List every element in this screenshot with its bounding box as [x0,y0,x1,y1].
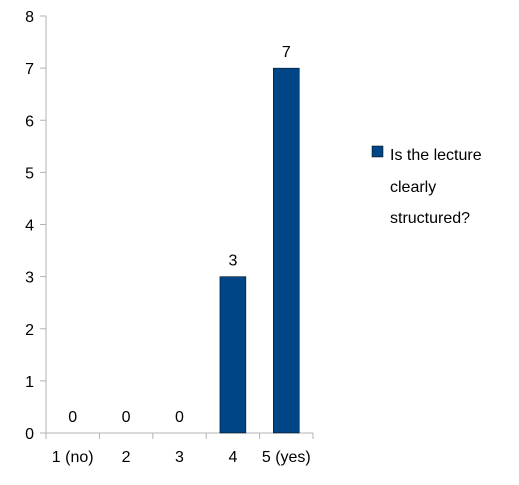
y-tick-label: 7 [25,61,34,78]
y-tick-label: 1 [25,374,34,391]
bar [273,67,300,434]
y-axis: 0 1 2 3 4 5 6 7 8 [25,9,47,443]
y-tick-label: 4 [25,218,34,235]
bar-data-label: 0 [68,409,77,426]
y-tick-label: 2 [25,322,34,339]
x-tick-label: 4 [228,449,237,466]
bar [219,276,247,434]
x-tick-label: 3 [175,449,184,466]
x-tick-label: 2 [122,449,131,466]
y-tick-label: 0 [25,426,34,443]
y-tick-label: 8 [25,9,34,26]
legend-line-1: Is the lecture [390,147,482,164]
legend-line-2: clearly [390,179,436,196]
y-tick-label: 5 [25,165,34,182]
legend-line-3: structured? [390,210,470,227]
legend: Is the lecture clearly structured? [371,145,482,227]
data-labels: 0 0 0 3 7 [68,44,291,426]
y-tick-label: 3 [25,270,34,287]
bar-data-label: 0 [175,409,184,426]
bar-data-label: 0 [122,409,131,426]
bar-data-label: 3 [228,253,237,270]
x-axis: 1 (no) 2 3 4 5 (yes) [45,432,314,466]
x-tick-label: 1 (no) [52,449,94,466]
x-tick-label: 5 (yes) [262,449,311,466]
y-tick-label: 6 [25,113,34,130]
bars [219,67,300,434]
legend-swatch [371,145,384,158]
bar-data-label: 7 [282,44,291,61]
